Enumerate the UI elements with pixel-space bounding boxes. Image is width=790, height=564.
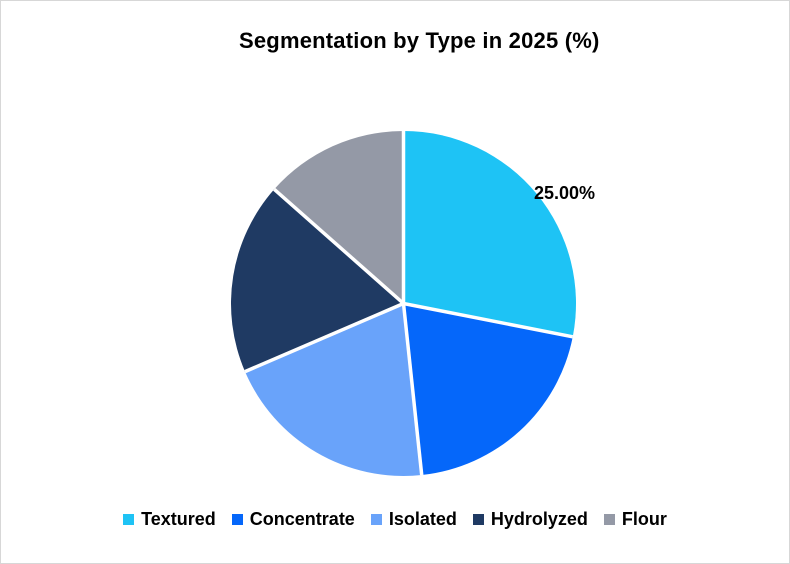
legend-swatch-icon [370, 514, 382, 525]
slice-separator [403, 301, 574, 339]
legend-swatch-icon [123, 514, 135, 525]
chart-legend: Textured Concentrate Isolated Hydrolyzed Flo… [1, 509, 789, 530]
pie-slice-textured [403, 131, 577, 337]
pie-data-label: 25.00% [534, 183, 596, 203]
legend-swatch-icon [472, 514, 484, 525]
legend-label: Textured [141, 509, 216, 529]
legend-label: Flour [621, 509, 667, 529]
legend-swatch-icon [603, 514, 615, 525]
pie-slice-hydrolyzed [231, 189, 404, 372]
legend-label: Hydrolyzed [490, 509, 588, 529]
legend-item-isolated: Isolated [370, 509, 457, 530]
legend-item-textured: Textured [123, 509, 216, 530]
legend-label: Concentrate [249, 509, 355, 529]
pie-slice-flour [274, 131, 404, 304]
slice-separator [401, 303, 424, 476]
legend-item-hydrolyzed: Hydrolyzed [472, 509, 588, 530]
chart-title: Segmentation by Type in 2025 (%) [239, 28, 600, 53]
slice-separator [273, 187, 405, 305]
slice-separator [244, 301, 405, 374]
legend-swatch-icon [231, 514, 243, 525]
legend-item-flour: Flour [603, 509, 667, 530]
legend-item-concentrate: Concentrate [231, 509, 355, 530]
legend-label: Isolated [388, 509, 457, 529]
pie-slice-concentrate [403, 303, 573, 476]
pie-slice-isolated [245, 303, 422, 476]
